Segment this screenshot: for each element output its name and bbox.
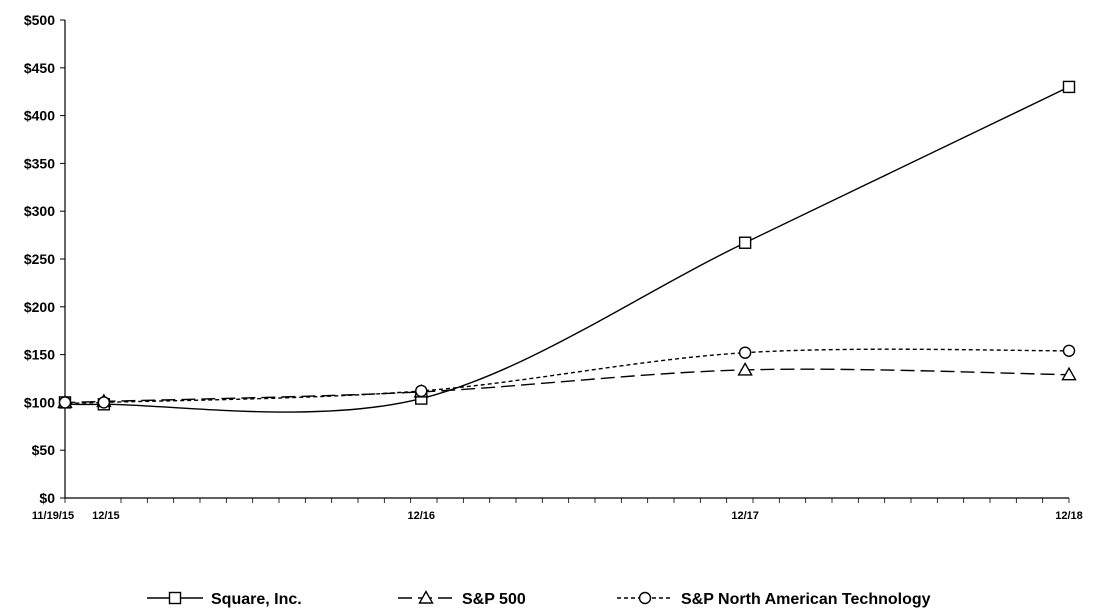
triangle-marker: [737, 361, 753, 376]
circle-marker: [1062, 344, 1076, 357]
y-tick-label: $300: [24, 203, 55, 219]
x-tick-label: 12/15: [92, 510, 120, 522]
y-axis-labels: $0 $50 $100 $150 $200 $250 $300 $350 $400 $450 $50…: [24, 12, 55, 506]
series-line-3: [63, 348, 1070, 404]
legend-label: S&P 500: [462, 591, 526, 608]
x-axis-labels: 11/19/15 12/15 12/16 12/17 12/18: [32, 510, 1083, 522]
x-tick-label: 12/18: [1055, 510, 1083, 522]
circle-marker: [58, 396, 72, 409]
series-line-1: [63, 86, 1070, 413]
y-tick-label: $400: [24, 108, 55, 124]
y-tick-label: $50: [32, 442, 56, 458]
legend-label: S&P North American Technology: [681, 591, 931, 608]
series-lines: [63, 86, 1070, 413]
x-tick-label: 12/16: [407, 510, 435, 522]
legend-label: Square, Inc.: [211, 591, 302, 608]
circle-marker: [738, 346, 752, 359]
y-tick-label: $200: [24, 299, 55, 315]
square-marker: [1062, 80, 1076, 94]
square-marker: [738, 236, 752, 249]
y-tick-label: $450: [24, 60, 55, 76]
series-markers: [57, 80, 1077, 411]
triangle-marker: [1061, 366, 1077, 381]
y-tick-label: $100: [24, 394, 55, 410]
legend-triangle-marker: [418, 590, 434, 604]
chart-legend: Square, Inc. S&P 500 S&P North American Te…: [147, 590, 931, 608]
x-tick-label: 12/17: [731, 510, 759, 522]
y-tick-label: $250: [24, 251, 55, 267]
chart-axes: [60, 19, 1070, 503]
x-tick-label: 11/19/15: [32, 510, 74, 522]
y-tick-label: $350: [24, 155, 55, 171]
circle-marker: [415, 384, 428, 398]
y-tick-label: $0: [39, 490, 55, 506]
y-tick-label: $500: [24, 12, 55, 28]
y-tick-label: $150: [24, 347, 55, 363]
legend-circle-marker: [638, 591, 652, 605]
circle-marker: [97, 396, 111, 409]
legend-square-marker: [168, 591, 182, 605]
